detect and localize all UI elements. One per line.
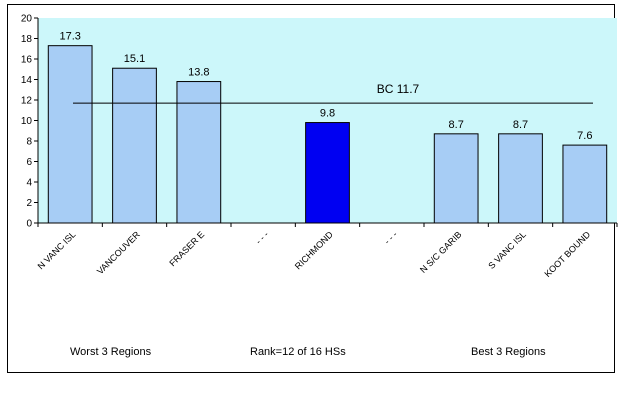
reference-line-group: BC 11.7 <box>73 82 593 104</box>
y-tick-label: 4 <box>26 178 32 189</box>
x-tick-label: - - - <box>382 229 399 246</box>
bar <box>176 81 222 224</box>
y-tick-label: 0 <box>26 219 32 230</box>
bar-value-label: 8.7 <box>449 119 464 131</box>
bar <box>305 122 350 224</box>
x-tick-label: N VANC ISL <box>36 229 78 271</box>
reference-line-label: BC 11.7 <box>377 82 420 96</box>
x-tick-label: - - - <box>254 229 271 246</box>
y-tick-label: 6 <box>26 157 32 168</box>
y-tick-label: 8 <box>26 137 32 148</box>
x-tick-label: KOOT BOUND <box>543 229 593 279</box>
bar <box>433 133 479 224</box>
y-tick-label: 12 <box>21 96 33 107</box>
bar-value-label: 13.8 <box>188 67 209 79</box>
y-tick-label: 16 <box>21 55 33 66</box>
bar-value-label: 7.6 <box>577 130 592 142</box>
bar-value-label: 17.3 <box>59 31 80 43</box>
footer-best-label: Best 3 Regions <box>471 346 546 358</box>
bar-value-label: 8.7 <box>513 119 528 131</box>
bar-value-label: 15.1 <box>124 53 145 65</box>
bar <box>498 133 543 224</box>
bar <box>562 144 608 224</box>
x-tick-label: FRASER E <box>167 229 206 268</box>
x-tick-label: RICHMOND <box>293 229 335 271</box>
y-tick-label: 2 <box>26 198 32 209</box>
y-tick-label: 20 <box>21 14 33 25</box>
footer-worst-label: Worst 3 Regions <box>70 346 152 358</box>
x-tick-label: VANCOUVER <box>95 229 142 276</box>
footer-rank-label: Rank=12 of 16 HSs <box>250 346 346 358</box>
x-tick-label: S VANC ISL <box>486 229 528 271</box>
y-axis: 0 2 4 6 8 10 12 14 16 18 20 <box>21 14 39 230</box>
x-tick-label: N S/C GARIB <box>418 229 464 275</box>
y-tick-label: 10 <box>21 116 33 127</box>
bar-value-label: 9.8 <box>320 108 335 120</box>
bar <box>47 45 93 224</box>
bars: 17.3 15.1 13.8 9.8 8.7 8.7 7.6 <box>47 31 608 224</box>
y-tick-label: 14 <box>21 75 33 86</box>
x-axis: N VANC ISL VANCOUVER FRASER E - - - RICHMOND… <box>36 222 618 279</box>
y-tick-label: 18 <box>21 34 33 45</box>
bar <box>112 67 157 224</box>
